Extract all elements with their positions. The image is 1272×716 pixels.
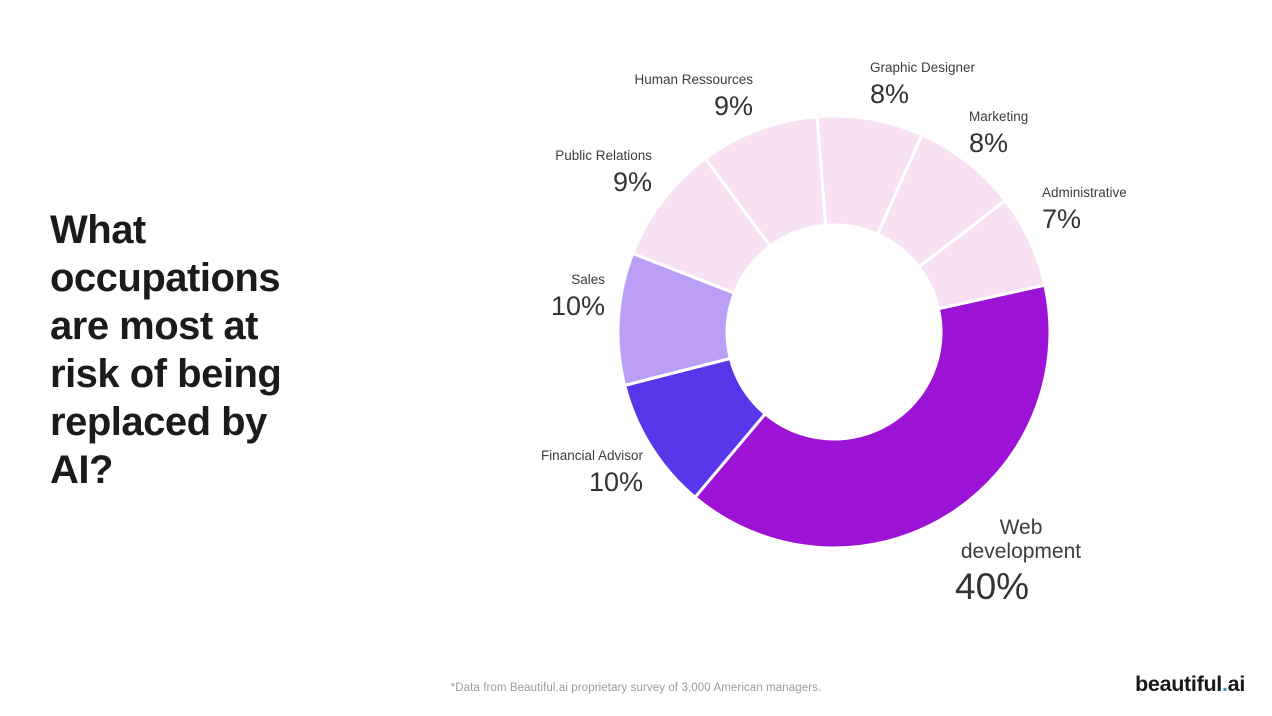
slice-label-value: 7% <box>1042 204 1082 234</box>
slice-label-value: 10% <box>550 291 605 321</box>
slice-label-web-development: Web development 40% <box>955 516 1087 607</box>
logo-text-suffix: ai <box>1227 672 1246 696</box>
slice-label-name: Financial Advisor <box>540 448 643 463</box>
donut-slice-web-development <box>693 283 1052 550</box>
logo-text-main: beautiful <box>1135 672 1222 696</box>
slice-label-name: Marketing <box>969 109 1029 124</box>
title-line: replaced by <box>50 400 267 444</box>
slice-label-administrative: Administrative 7% <box>1042 185 1127 234</box>
title-line: occupations <box>50 256 281 300</box>
slice-label-value: 10% <box>588 467 643 497</box>
title-line: risk of being <box>50 352 282 396</box>
slice-label-name: Graphic Designer <box>870 60 976 75</box>
slice-label-public-relations: Public Relations 9% <box>555 148 652 197</box>
donut-slice-financial-advisor <box>623 356 767 499</box>
page-title: What occupations are most at risk of bei… <box>50 206 330 494</box>
slice-label-value: 8% <box>969 128 1009 158</box>
slice-label-value: 40% <box>955 566 1030 607</box>
slice-label-marketing: Marketing 8% <box>969 109 1028 158</box>
title-line: are most at <box>50 304 258 348</box>
donut-slice-human-ressources <box>703 115 828 248</box>
slice-label-name: Web development <box>960 516 1082 563</box>
slice-label-name: Administrative <box>1042 185 1127 200</box>
logo-dot: . <box>1221 672 1228 696</box>
slice-label-graphic-designer: Graphic Designer 8% <box>870 60 975 109</box>
slice-label-human-ressources: Human Ressources 9% <box>634 72 753 121</box>
slice-label-value: 8% <box>870 79 910 109</box>
donut-slice-sales <box>616 251 736 387</box>
data-source-footnote: *Data from Beautiful.ai proprietary surv… <box>450 682 822 694</box>
title-line: What <box>50 208 146 252</box>
slice-label-sales: Sales 10% <box>551 272 605 321</box>
slice-label-value: 9% <box>612 167 652 197</box>
slice-label-financial-advisor: Financial Advisor 10% <box>541 448 643 497</box>
slice-label-name: Sales <box>571 272 605 287</box>
slice-label-value: 9% <box>713 91 753 121</box>
donut-slice-administrative <box>917 199 1047 311</box>
slice-label-name: Public Relations <box>555 148 652 163</box>
donut-slice-graphic-designer <box>815 114 924 236</box>
title-line: AI? <box>50 448 113 492</box>
beautiful-ai-logo: beautiful.ai <box>1135 672 1245 697</box>
donut-slice-public-relations <box>631 157 772 295</box>
slice-label-name: Human Ressources <box>634 72 753 87</box>
